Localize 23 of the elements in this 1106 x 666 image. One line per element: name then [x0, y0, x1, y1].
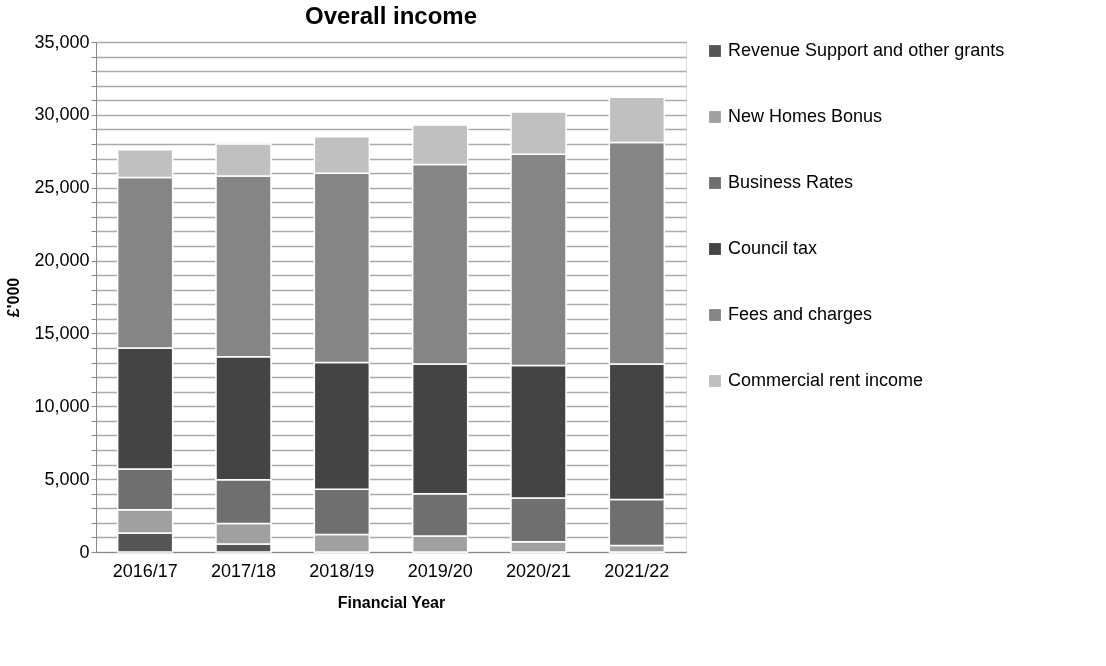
y-axis-title: £'000: [5, 277, 23, 318]
legend-label: Commercial rent income: [728, 370, 924, 390]
y-tick-label: 25,000: [34, 177, 90, 198]
y-tick-label: 20,000: [34, 250, 90, 271]
x-tick-label: 2016/17: [112, 560, 178, 581]
x-tick-label: 2018/19: [309, 560, 375, 581]
y-tick-label: 35,000: [34, 31, 90, 52]
y-tick-label: 10,000: [34, 395, 90, 416]
legend-label: New Homes Bonus: [728, 106, 883, 126]
y-tick-label: 30,000: [34, 104, 90, 125]
legend-label: Business Rates: [728, 172, 854, 192]
y-tick-label: 0: [79, 541, 90, 562]
x-axis-title: Financial Year: [337, 593, 446, 611]
y-tick-label: 15,000: [34, 322, 90, 343]
chart-title: Overall income: [304, 2, 478, 29]
x-tick-label: 2021/22: [604, 560, 670, 581]
x-tick-label: 2017/18: [210, 560, 277, 581]
y-tick-label: 5,000: [44, 468, 90, 489]
legend-label: Council tax: [728, 238, 818, 258]
legend-label: Revenue Support and other grants: [728, 40, 1005, 60]
x-tick-label: 2019/20: [407, 560, 473, 581]
x-tick-label: 2020/21: [505, 560, 572, 581]
legend-label: Fees and charges: [728, 304, 873, 324]
